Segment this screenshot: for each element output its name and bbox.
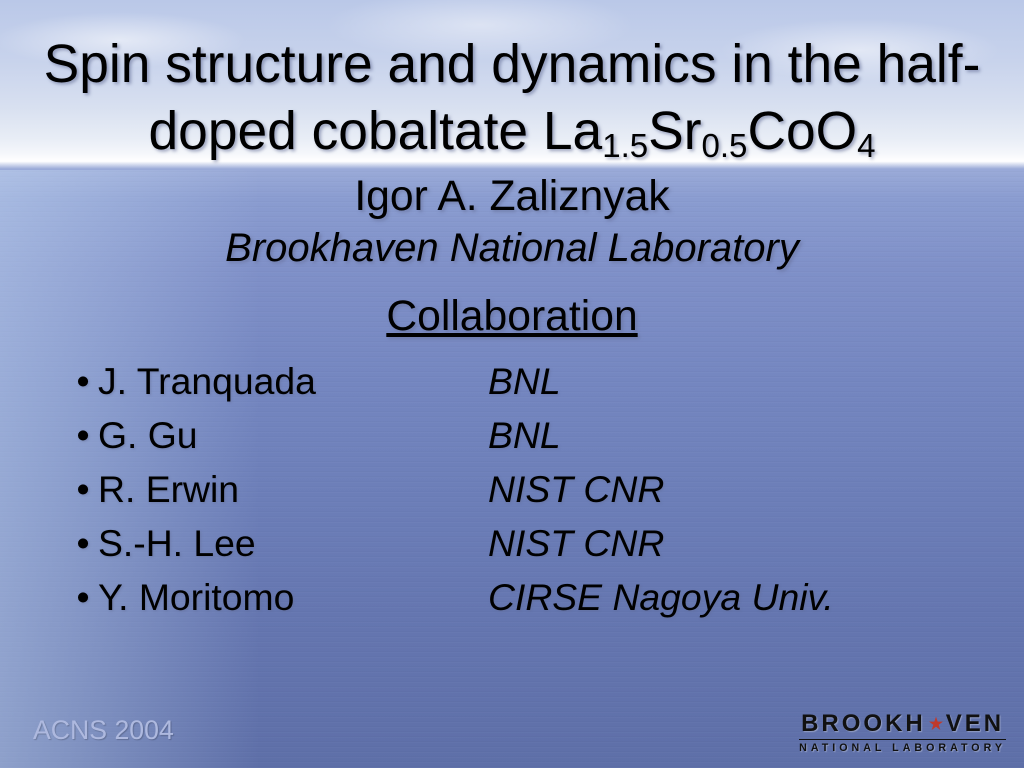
collaborator-row: •J. TranquadaBNL bbox=[68, 360, 948, 414]
collaborator-name: J. Tranquada bbox=[98, 360, 488, 403]
bullet-icon: • bbox=[68, 414, 98, 457]
title-chem-sub: 0.5 bbox=[701, 128, 747, 165]
collaborator-name: G. Gu bbox=[98, 414, 488, 457]
collaborator-row: •R. ErwinNIST CNR bbox=[68, 468, 948, 522]
collaborator-name: Y. Moritomo bbox=[98, 576, 488, 619]
collaborator-name: R. Erwin bbox=[98, 468, 488, 511]
collaborator-institution: BNL bbox=[488, 360, 948, 403]
star-icon bbox=[928, 716, 944, 732]
title-chem-sub: 1.5 bbox=[602, 128, 648, 165]
title-chem-part: doped cobaltate La bbox=[149, 102, 603, 161]
collaborator-name: S.-H. Lee bbox=[98, 522, 488, 565]
author-affiliation: Brookhaven National Laboratory bbox=[0, 226, 1024, 271]
collaborator-row: •Y. MoritomoCIRSE Nagoya Univ. bbox=[68, 576, 948, 630]
logo-text-left: BROOKH bbox=[801, 710, 926, 738]
title-line-1: Spin structure and dynamics in the half- bbox=[0, 32, 1024, 99]
footer-conference: ACNS 2004 bbox=[33, 715, 174, 746]
collaborator-institution: CIRSE Nagoya Univ. bbox=[488, 576, 948, 619]
logo-sub-text: NATIONAL LABORATORY bbox=[799, 742, 1006, 754]
author-name: Igor A. Zaliznyak bbox=[0, 172, 1024, 221]
title-line-2: doped cobaltate La1.5Sr0.5CoO4 bbox=[0, 99, 1024, 166]
title-chem-part: Sr bbox=[648, 102, 701, 161]
brookhaven-logo: BROOKH VEN NATIONAL LABORATORY bbox=[799, 710, 1006, 754]
bullet-icon: • bbox=[68, 522, 98, 565]
slide: Spin structure and dynamics in the half-… bbox=[0, 0, 1024, 768]
collaborator-row: •S.-H. LeeNIST CNR bbox=[68, 522, 948, 576]
title-chem-sub: 4 bbox=[857, 128, 875, 165]
bullet-icon: • bbox=[68, 468, 98, 511]
logo-divider bbox=[799, 739, 1006, 740]
bullet-icon: • bbox=[68, 360, 98, 403]
collaborator-institution: BNL bbox=[488, 414, 948, 457]
collaborator-row: •G. GuBNL bbox=[68, 414, 948, 468]
title-chem-part: CoO bbox=[747, 102, 857, 161]
logo-text-right: VEN bbox=[946, 710, 1004, 738]
collaborator-institution: NIST CNR bbox=[488, 522, 948, 565]
collaboration-heading: Collaboration bbox=[0, 292, 1024, 341]
collaborator-institution: NIST CNR bbox=[488, 468, 948, 511]
collaboration-list: •J. TranquadaBNL•G. GuBNL•R. ErwinNIST C… bbox=[68, 360, 948, 630]
bullet-icon: • bbox=[68, 576, 98, 619]
slide-title: Spin structure and dynamics in the half-… bbox=[0, 32, 1024, 165]
logo-main-text: BROOKH VEN bbox=[799, 710, 1006, 738]
